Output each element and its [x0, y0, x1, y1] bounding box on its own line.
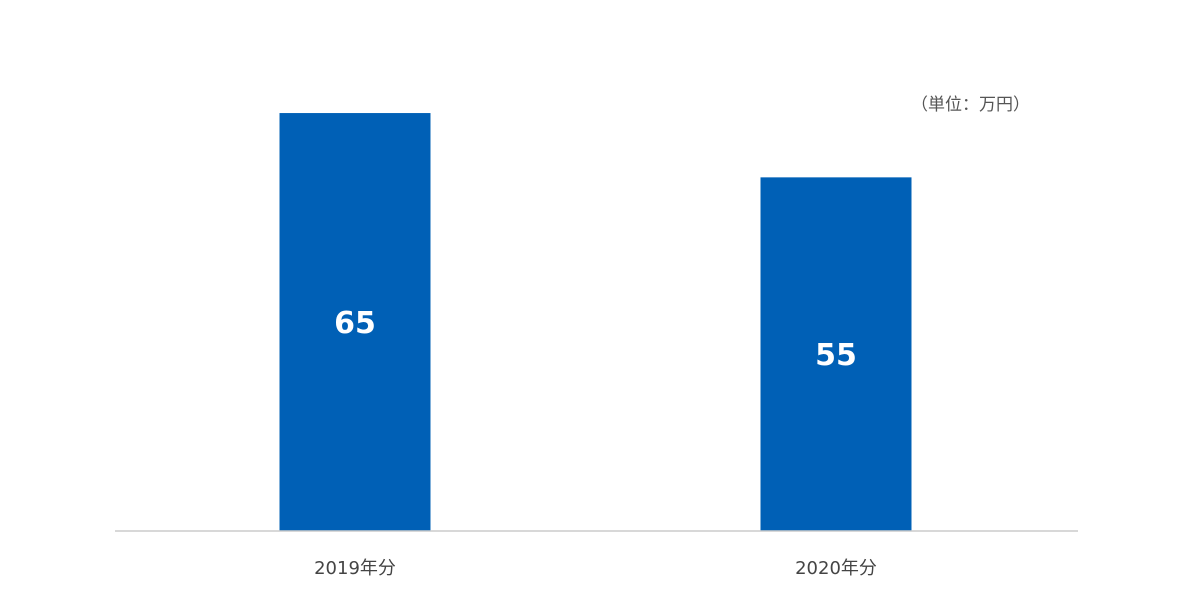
x-tick-label-2019: 2019年分 — [314, 558, 396, 579]
data-label-2020: 55 — [815, 338, 857, 373]
data-label-2019: 65 — [334, 306, 376, 341]
unit-label: （単位：万円） — [911, 95, 1030, 115]
x-tick-label-2020: 2020年分 — [795, 558, 877, 579]
bars-group: 65 55 — [279, 113, 912, 532]
x-tick-labels: 2019年分 2020年分 — [314, 558, 877, 579]
bar-2020 — [760, 177, 912, 531]
bar-2019 — [279, 113, 431, 532]
